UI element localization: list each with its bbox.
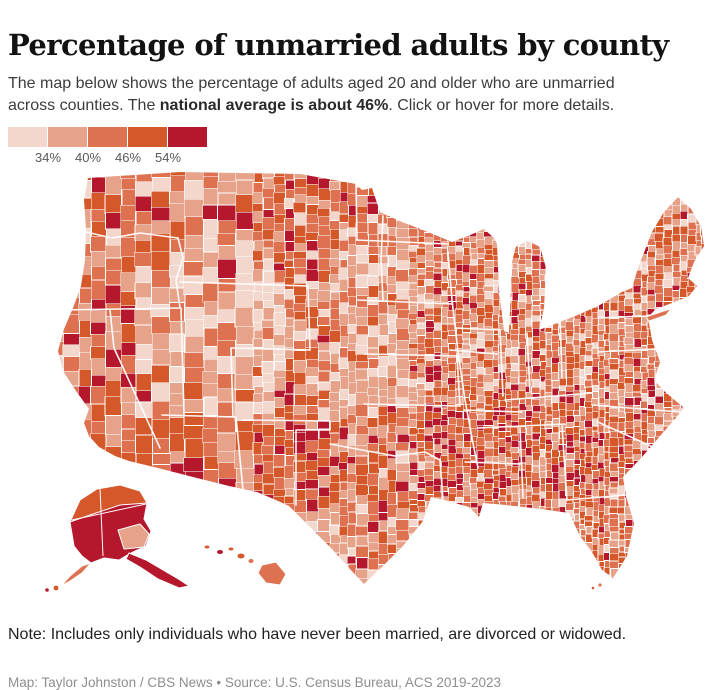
legend-swatch-1 xyxy=(8,127,47,147)
legend-label-46%: 46% xyxy=(114,150,142,165)
hawaii-island xyxy=(247,558,255,564)
state-borders xyxy=(61,181,681,506)
footnote: Note: Includes only individuals who have… xyxy=(8,626,627,643)
legend-label-34%: 34% xyxy=(34,150,62,165)
legend-swatch-5 xyxy=(168,127,207,147)
hawaii-island xyxy=(203,544,211,550)
alaska-hawaii-insets[interactable] xyxy=(45,308,673,592)
description-tail: . Click or hover for more details. xyxy=(388,96,615,114)
legend-swatch-2 xyxy=(48,127,87,147)
long-island xyxy=(645,308,673,322)
source-credit: Map: Taylor Johnston / CBS News • Source… xyxy=(8,674,501,690)
hawaii-island xyxy=(227,546,235,552)
legend-label-40%: 40% xyxy=(74,150,102,165)
description-bold-average: national average is about 46% xyxy=(159,96,389,114)
hawaii-island xyxy=(216,549,224,555)
alaska-panhandle xyxy=(125,552,190,589)
color-legend: 34% 40% 46% 54% xyxy=(8,127,268,167)
description-text: The map below shows the percentage of ad… xyxy=(8,75,615,114)
alaska-peninsula xyxy=(60,562,92,587)
hawaii-island xyxy=(236,552,246,560)
hawaii-big-island xyxy=(257,561,287,586)
legend-swatch-3 xyxy=(88,127,127,147)
legend-label-54%: 54% xyxy=(154,150,182,165)
page-title: Percentage of unmarried adults by county xyxy=(8,28,669,63)
map-description: The map below shows the percentage of ad… xyxy=(8,73,656,116)
florida-keys xyxy=(598,583,602,587)
legend-swatch-4 xyxy=(128,127,167,147)
